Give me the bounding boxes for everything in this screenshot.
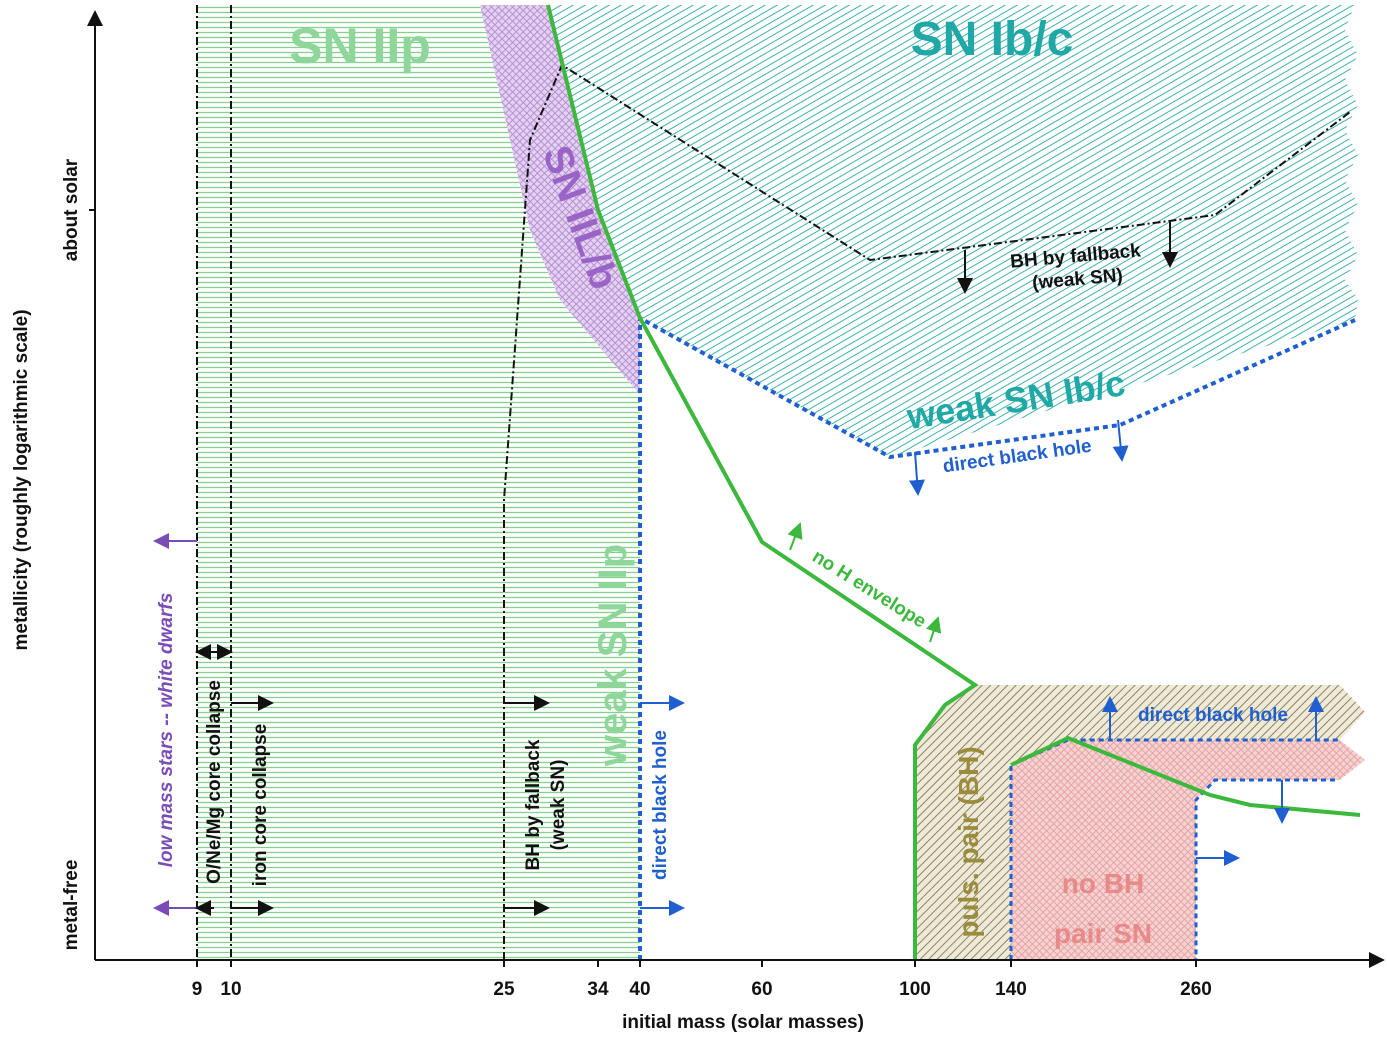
arrow xyxy=(1112,419,1129,462)
region-label: pair SN xyxy=(1054,918,1152,949)
boundary-label: direct black hole xyxy=(650,730,671,880)
boundary-label: BH by fallback xyxy=(523,739,544,870)
direct-bh-line xyxy=(638,314,1356,960)
x-tick-label: 40 xyxy=(629,979,650,1000)
arrow xyxy=(787,522,803,551)
region-label: weak SN IIp xyxy=(591,544,635,767)
boundary-label: direct black hole xyxy=(1138,705,1288,726)
pair-sn-region xyxy=(1011,740,1365,960)
boundary-label: low mass stars -- white dwarfs xyxy=(156,593,177,868)
regions xyxy=(197,5,1365,960)
y-axis-label: metallicity (roughly logarithmic scale) xyxy=(11,309,32,650)
region-label: puls. pair (BH) xyxy=(953,746,984,937)
x-tick-label: 25 xyxy=(493,979,515,1000)
x-tick-label: 100 xyxy=(899,979,931,1000)
x-tick-label: 34 xyxy=(587,979,609,1000)
no-h-envelope-line xyxy=(546,4,979,960)
region-label: SN IIp xyxy=(289,18,431,74)
boundary-label: iron core collapse xyxy=(250,724,271,887)
x-axis-label: initial mass (solar masses) xyxy=(622,1012,864,1033)
boundary-label: direct black hole xyxy=(942,436,1093,478)
x-tick-label: 9 xyxy=(192,979,203,1000)
sn-iilb-region xyxy=(480,5,640,395)
region-label: no BH xyxy=(1062,868,1144,899)
y-tick-label: about solar xyxy=(61,158,82,261)
x-tick-label: 10 xyxy=(220,979,241,1000)
axes xyxy=(87,10,1385,968)
arrow xyxy=(909,451,925,496)
boundary-label: no H envelope xyxy=(808,546,929,633)
arrows xyxy=(153,222,1324,916)
sn-ibc-region xyxy=(548,5,1358,457)
boundary-label: O/Ne/Mg core collapse xyxy=(204,680,225,884)
y-tick-label: metal-free xyxy=(61,860,82,951)
sn-iip-region xyxy=(197,5,640,960)
arrow xyxy=(925,616,942,643)
direct-bh-pair-line xyxy=(1194,778,1335,960)
x-tick-label: 60 xyxy=(751,979,772,1000)
puls-pair-region xyxy=(915,685,1365,960)
boundary-label: (weak SN) xyxy=(548,760,569,851)
x-tick-label: 260 xyxy=(1180,979,1212,1000)
x-tick-label: 140 xyxy=(995,979,1027,1000)
boundaries xyxy=(196,4,1361,960)
region-label: SN Ib/c xyxy=(911,13,1074,66)
